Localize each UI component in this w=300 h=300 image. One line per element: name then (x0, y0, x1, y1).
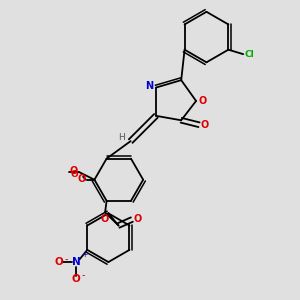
Text: O: O (72, 274, 80, 284)
Text: N: N (72, 257, 80, 267)
Text: -: - (81, 270, 85, 280)
Text: O: O (134, 214, 142, 224)
Text: -: - (64, 254, 68, 264)
Text: O: O (69, 166, 77, 176)
Text: O: O (77, 174, 86, 184)
Text: Cl: Cl (245, 50, 254, 58)
Text: O: O (100, 214, 109, 224)
Text: O: O (70, 170, 78, 179)
Text: O: O (198, 96, 206, 106)
Text: O: O (54, 257, 63, 267)
Text: +: + (81, 250, 88, 259)
Text: O: O (201, 120, 209, 130)
Text: N: N (146, 80, 154, 91)
Text: H: H (118, 133, 125, 142)
